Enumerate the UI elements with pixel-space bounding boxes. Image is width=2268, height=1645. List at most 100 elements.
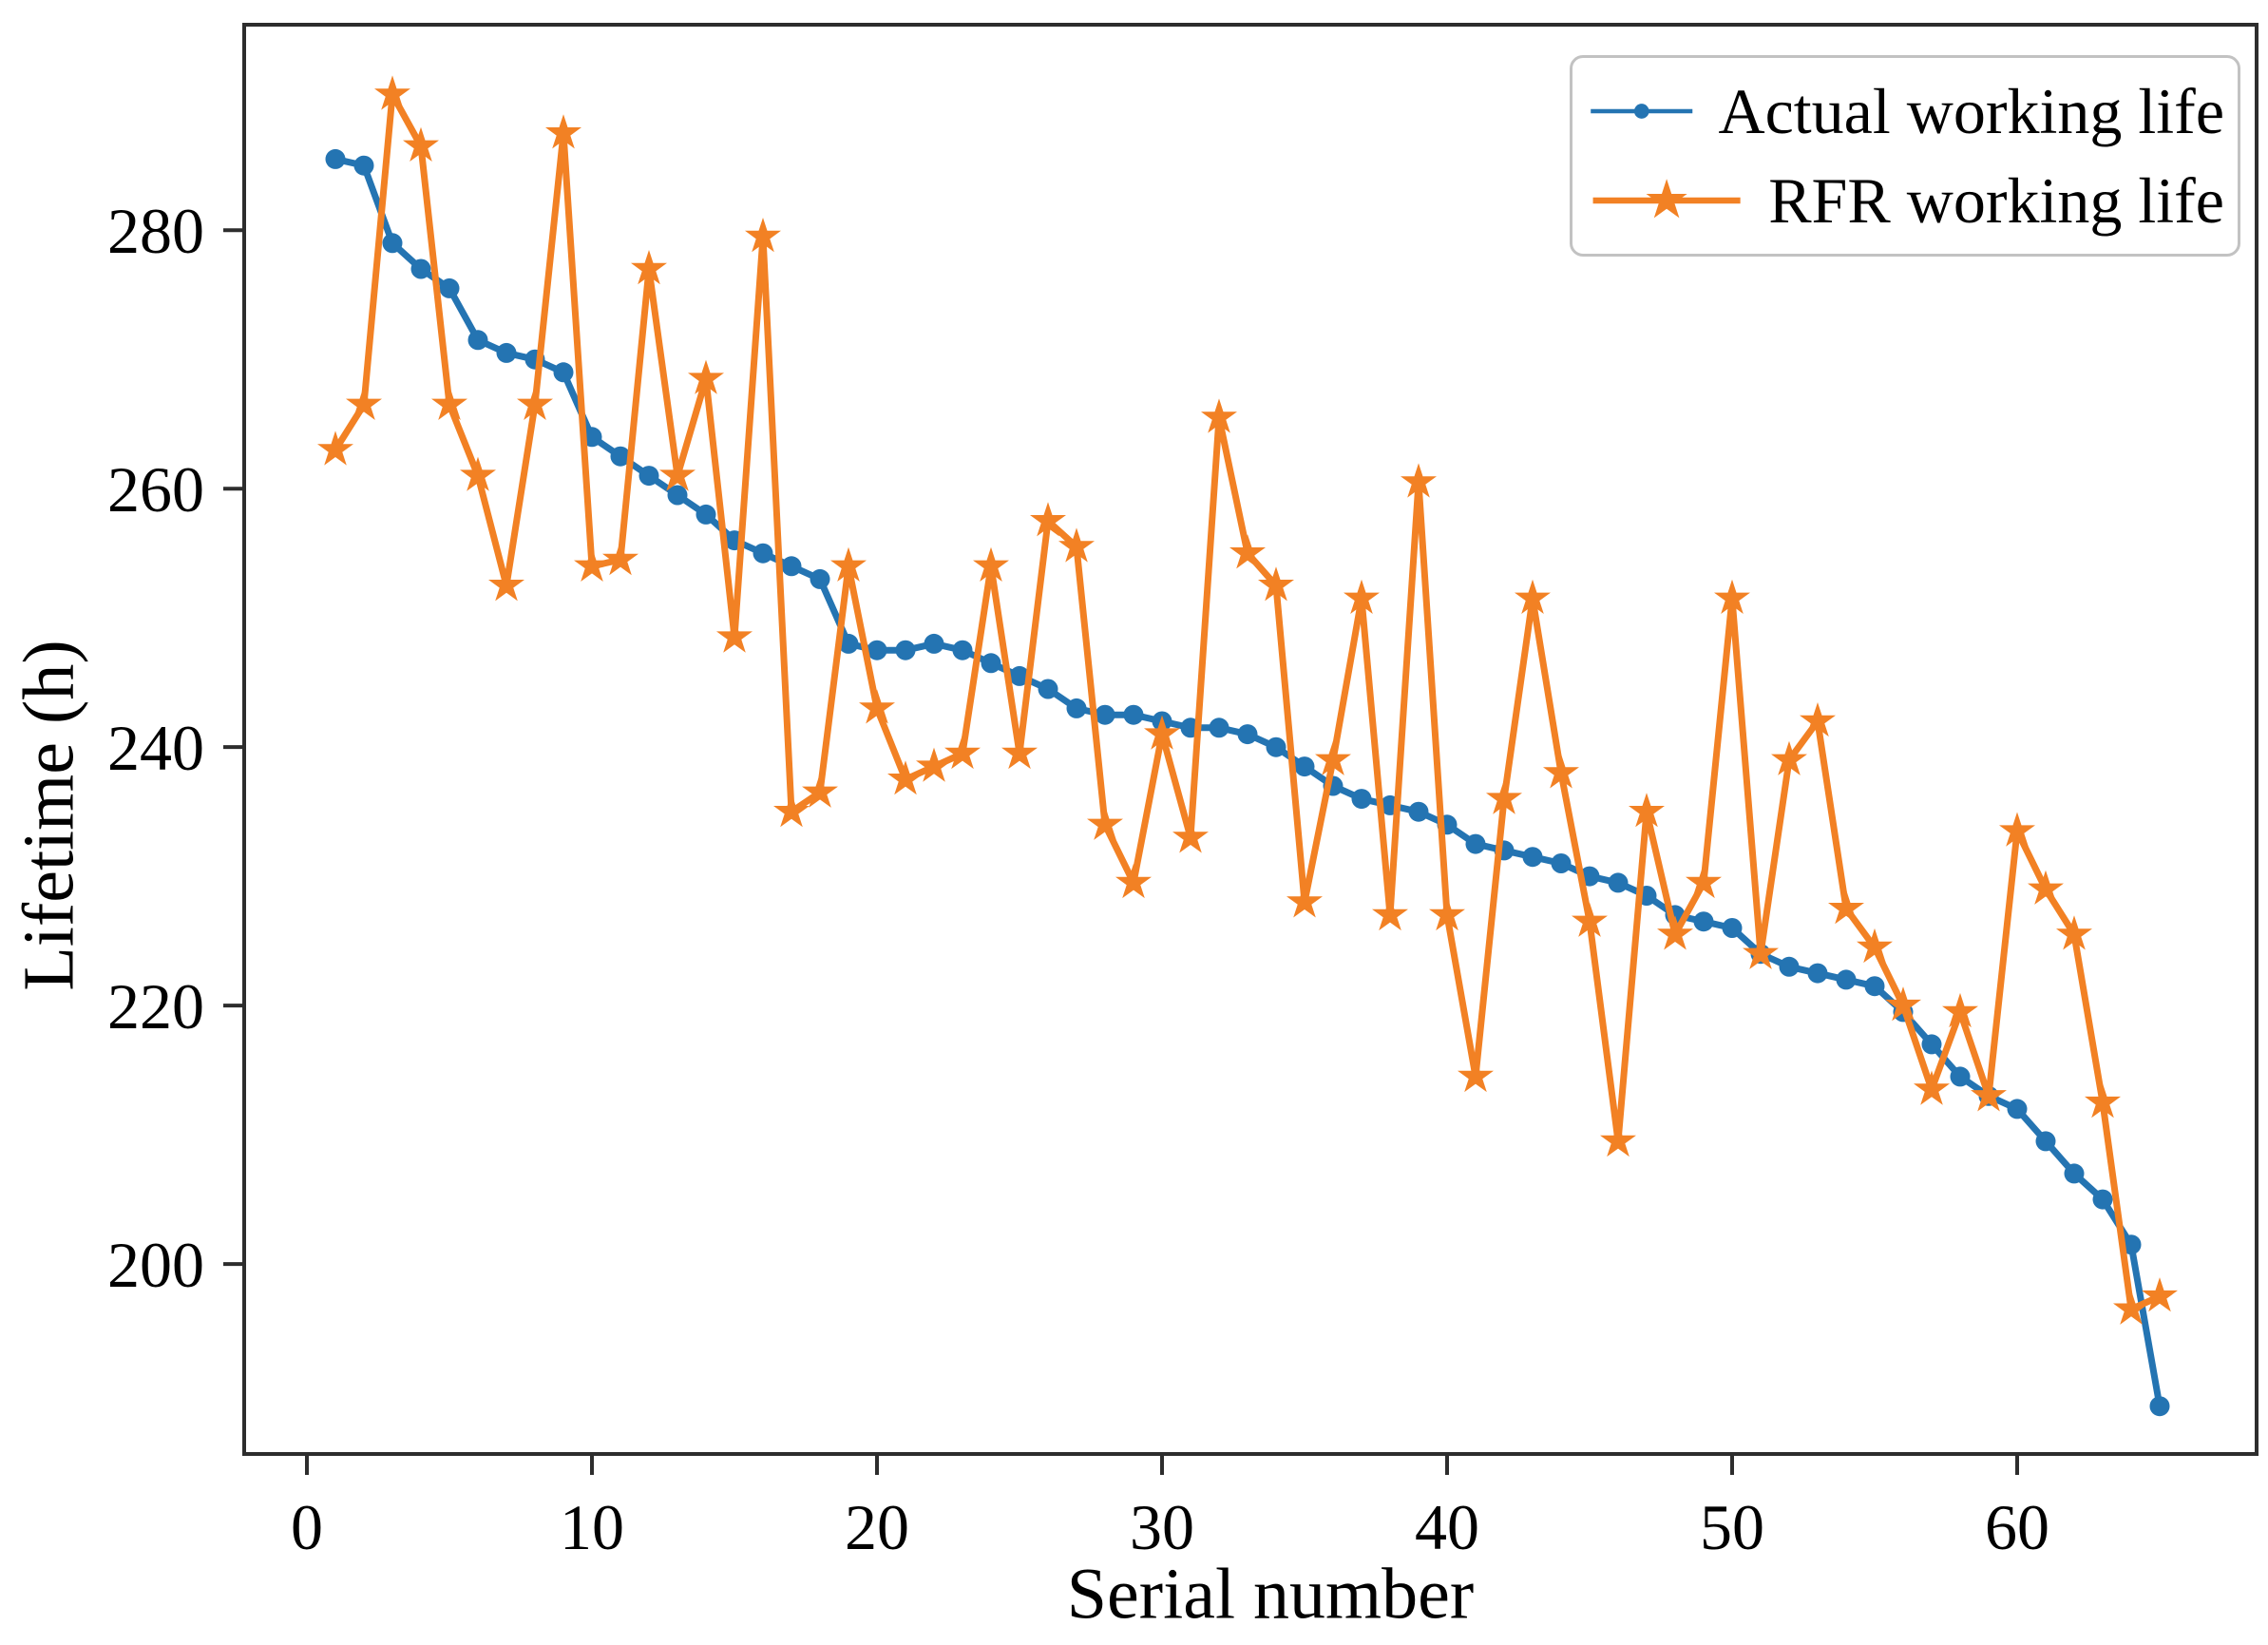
data-point-star (2085, 1083, 2121, 1119)
data-point-star (545, 114, 581, 149)
data-point-star (1914, 1070, 1950, 1105)
data-point-circle (1807, 963, 1828, 984)
data-point-circle (2064, 1163, 2085, 1184)
data-point-circle (439, 277, 460, 298)
series-line (332, 155, 2163, 1410)
legend-label-rfr: RFR working life (1768, 164, 2224, 237)
data-point-circle (1864, 976, 1885, 997)
data-point-circle (2149, 1396, 2170, 1417)
data-point-circle (410, 258, 431, 279)
data-point-star (1201, 398, 1237, 433)
x-tick-label: 30 (1130, 1491, 1194, 1563)
data-point-circle (1779, 956, 1800, 977)
data-point-star (1629, 793, 1665, 828)
data-point-circle (895, 640, 916, 660)
x-axis-title: Serial number (1066, 1554, 1475, 1635)
axes-frame (242, 23, 2258, 1456)
data-point-circle (1123, 704, 1144, 725)
legend-key-actual-line-circle-icon (1591, 104, 1693, 119)
data-point-circle (496, 342, 517, 363)
data-point-circle (1921, 1034, 1942, 1055)
data-point-circle (1009, 665, 1030, 686)
data-point-star (1971, 1077, 2007, 1112)
data-point-star (1743, 934, 1779, 969)
data-point-star (1885, 986, 1921, 1022)
data-point-star (1344, 579, 1380, 614)
data-point-star (1771, 740, 1807, 775)
data-point-star (1714, 579, 1750, 614)
data-point-circle (1551, 853, 1572, 873)
data-point-circle (325, 148, 346, 169)
data-point-circle (1408, 801, 1429, 822)
series-actual-working-life (325, 148, 2170, 1417)
data-point-star (688, 359, 724, 394)
legend-label-actual: Actual working life (1718, 75, 2224, 147)
y-tick-label: 220 (107, 970, 204, 1042)
data-point-circle (610, 446, 631, 467)
data-point-circle (1836, 969, 1857, 990)
data-point-star (1828, 889, 1864, 925)
series-rfr-working-life (317, 75, 2178, 1325)
x-tick-label: 50 (1700, 1491, 1764, 1563)
data-point-star (1144, 715, 1180, 750)
data-point-star (517, 385, 553, 420)
data-point-circle (2035, 1131, 2056, 1152)
data-point-star (1572, 902, 1608, 937)
data-point-star (1172, 818, 1209, 853)
data-point-star (602, 541, 638, 576)
data-point-circle (1237, 724, 1258, 745)
data-point-star (802, 773, 838, 808)
data-point-star (973, 546, 1009, 582)
data-point-star (745, 218, 781, 253)
data-point-circle (952, 640, 973, 660)
data-point-circle (1066, 698, 1087, 718)
data-point-circle (353, 155, 374, 176)
data-point-star (1229, 534, 1266, 569)
data-point-circle (981, 653, 1001, 674)
data-point-star (1999, 812, 2035, 847)
data-point-star (1800, 702, 1836, 737)
data-point-circle (867, 640, 887, 660)
data-point-circle (753, 543, 773, 564)
data-point-circle (2092, 1189, 2113, 1210)
y-axis-title: Lifetime (h) (9, 640, 89, 991)
x-tick-label: 60 (1985, 1491, 2049, 1563)
data-point-star (1058, 527, 1095, 563)
data-point-circle (1608, 872, 1629, 893)
data-point-circle (553, 362, 574, 383)
data-point-star (1686, 863, 1722, 899)
data-point-circle (382, 233, 403, 254)
data-point-star (460, 456, 496, 491)
data-point-star (1515, 579, 1551, 614)
data-point-star (1543, 754, 1579, 789)
data-point-circle (1294, 756, 1315, 777)
star-marker-icon (1646, 179, 1687, 219)
data-point-star (1942, 992, 1978, 1028)
legend-item-rfr-working-life: RFR working life (1586, 161, 2224, 240)
series-line (332, 90, 2163, 1313)
data-point-star (944, 735, 981, 770)
data-point-star (488, 566, 524, 602)
data-point-star (716, 618, 753, 653)
data-point-circle (924, 633, 944, 654)
circle-marker-icon (1633, 104, 1649, 119)
data-point-circle (696, 504, 716, 525)
data-point-star (431, 385, 467, 420)
data-point-star (1001, 735, 1038, 770)
data-point-star (2113, 1290, 2149, 1325)
data-point-star (1115, 863, 1152, 899)
data-point-circle (781, 556, 802, 577)
x-tick-label: 0 (291, 1491, 323, 1563)
data-point-circle (467, 330, 488, 351)
data-point-star (1087, 805, 1123, 840)
data-point-star (2056, 915, 2092, 950)
data-point-star (1600, 1121, 1636, 1157)
data-point-star (1857, 928, 1893, 964)
data-point-star (2028, 870, 2064, 905)
y-tick-label: 240 (107, 712, 204, 784)
x-tick-label: 20 (845, 1491, 909, 1563)
data-point-star (1458, 1057, 1494, 1093)
data-point-circle (667, 485, 688, 506)
data-point-star (346, 385, 382, 420)
